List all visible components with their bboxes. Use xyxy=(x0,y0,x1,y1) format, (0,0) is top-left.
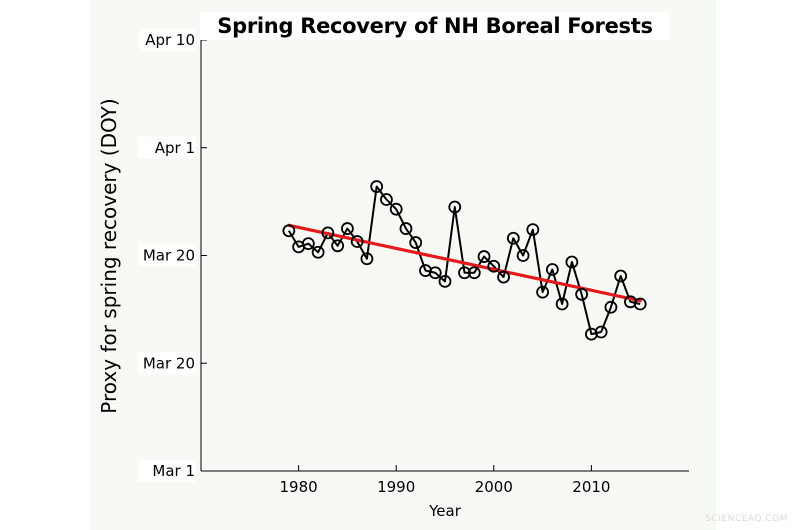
data-point xyxy=(350,235,364,248)
x-tick-label: 1990 xyxy=(377,478,415,496)
data-point xyxy=(428,266,442,280)
data-point xyxy=(594,325,608,339)
y-tick-label-bg xyxy=(138,29,196,51)
x-tick-label: 2010 xyxy=(572,478,610,496)
y-tick-label-bg xyxy=(138,244,196,267)
data-point xyxy=(633,297,647,311)
y-tick-label-bg xyxy=(138,352,196,375)
data-point xyxy=(458,266,471,280)
y-tick-label: Mar 20 xyxy=(143,354,195,372)
data-line xyxy=(287,185,641,336)
y-tick-label-bg xyxy=(138,460,196,482)
data-point xyxy=(311,245,325,259)
data-point xyxy=(545,263,559,276)
data-point xyxy=(614,269,628,283)
data-point xyxy=(487,259,501,273)
data-point xyxy=(282,224,296,238)
data-point xyxy=(448,200,462,214)
data-point xyxy=(438,274,452,288)
data-point xyxy=(321,226,335,240)
data-point xyxy=(565,255,579,269)
x-tick-label: 2000 xyxy=(475,478,513,496)
axes xyxy=(200,40,689,472)
data-point xyxy=(555,297,569,311)
y-ticks: Mar 1 Mar 20 Mar 20 Apr 1 Apr 10 xyxy=(138,29,207,482)
watermark: SCIENCEAQ.COM xyxy=(705,514,788,524)
data-point xyxy=(389,202,403,216)
data-point xyxy=(477,250,491,263)
x-axis-label: Year xyxy=(428,502,462,520)
data-point xyxy=(370,180,384,193)
data-point xyxy=(340,222,354,235)
data-point xyxy=(467,266,481,280)
data-point xyxy=(399,222,413,235)
data-point xyxy=(331,239,345,253)
ylabel-background xyxy=(0,0,90,530)
y-tick-label: Apr 1 xyxy=(155,139,195,157)
chart-title: Spring Recovery of NH Boreal Forests xyxy=(200,12,670,40)
data-point xyxy=(497,270,510,284)
data-point xyxy=(516,249,530,262)
data-point xyxy=(604,300,618,314)
data-point xyxy=(575,287,589,301)
trend-line xyxy=(287,223,642,303)
series-layer xyxy=(282,180,647,341)
data-point xyxy=(360,252,374,266)
data-point xyxy=(409,236,423,249)
data-point xyxy=(536,285,549,299)
data-point xyxy=(506,231,520,245)
y-tick-label: Apr 10 xyxy=(145,31,195,49)
y-tick-label: Mar 20 xyxy=(143,247,195,265)
y-axis-label: Proxy for spring recovery (DOY) xyxy=(97,98,121,413)
data-point xyxy=(526,223,540,237)
data-point xyxy=(380,193,393,206)
x-tick-label: 1980 xyxy=(280,478,318,496)
data-point xyxy=(301,237,315,251)
y-tick-label-bg xyxy=(138,136,196,159)
y-tick-label: Mar 1 xyxy=(152,462,195,480)
x-ticks: 1980 1990 2000 2010 xyxy=(280,465,610,496)
